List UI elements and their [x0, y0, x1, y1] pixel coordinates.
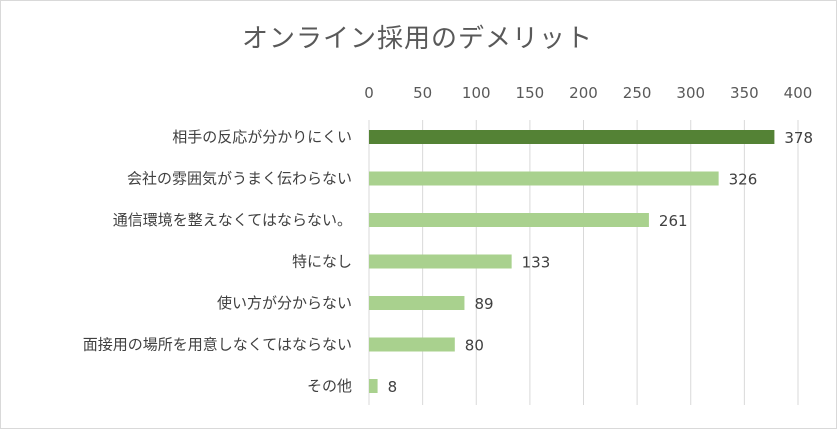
x-tick-label: 200	[569, 84, 598, 102]
category-label: 使い方が分からない	[217, 294, 352, 312]
bars	[369, 130, 775, 393]
bar	[369, 296, 465, 310]
x-tick-label: 100	[462, 84, 491, 102]
x-tick-label: 300	[676, 84, 705, 102]
data-label: 133	[522, 254, 551, 272]
chart-title: オンライン採用のデメリット	[241, 24, 593, 54]
x-tick-label: 250	[623, 84, 652, 102]
bar	[369, 130, 775, 144]
x-tick-label: 150	[516, 84, 545, 102]
bar	[369, 379, 378, 393]
data-label: 326	[729, 171, 758, 189]
category-label: 特になし	[292, 253, 352, 271]
data-labels: 378 326 261 133 89 80 8	[388, 129, 813, 396]
bar	[369, 171, 719, 186]
bar	[369, 213, 649, 227]
category-label: 相手の反応が分かりにくい	[172, 128, 352, 146]
data-label: 89	[474, 295, 493, 313]
x-tick-label: 0	[364, 84, 374, 102]
category-labels: 相手の反応が分かりにくい会社の雰囲気がうまく伝わらない通信環境を整えなくてはなら…	[83, 128, 352, 395]
x-tick-label: 50	[413, 84, 432, 102]
category-label: その他	[307, 377, 352, 395]
data-label: 80	[465, 337, 484, 355]
data-label: 378	[784, 129, 813, 147]
category-label: 会社の雰囲気がうまく伝わらない	[127, 170, 352, 188]
x-axis-ticks: 0 50 100 150 200 250 300 350 400	[364, 84, 812, 102]
data-label: 261	[659, 212, 688, 230]
category-label: 面接用の場所を用意しなくてはならない	[83, 336, 352, 354]
category-label: 通信環境を整えなくてはならない。	[113, 211, 352, 229]
data-label: 8	[388, 378, 398, 396]
x-tick-label: 400	[784, 84, 813, 102]
bar	[369, 337, 455, 352]
x-tick-label: 350	[730, 84, 759, 102]
bar	[369, 254, 512, 269]
